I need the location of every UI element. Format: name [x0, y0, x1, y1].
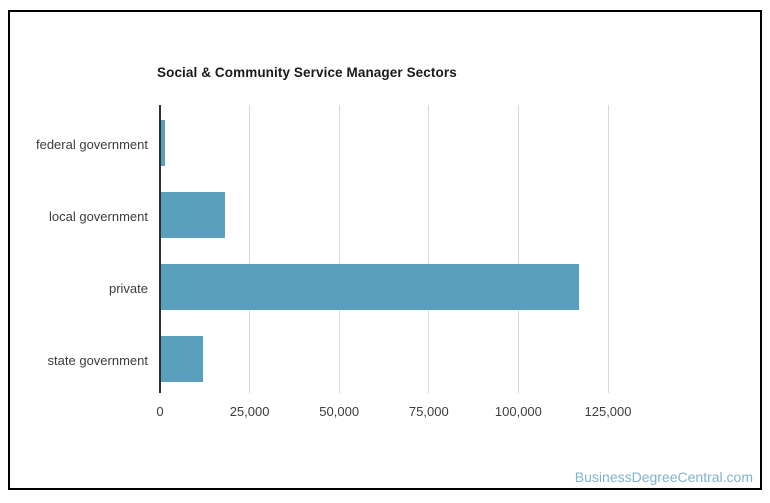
- gridline: [607, 105, 609, 393]
- category-label: federal government: [35, 137, 148, 152]
- category-label: state government: [47, 353, 148, 368]
- x-tick-label: 100,000: [494, 404, 542, 419]
- bar-federal-government: [160, 120, 166, 166]
- gridline: [428, 105, 430, 393]
- x-tick-label: 0: [156, 404, 164, 419]
- watermark: BusinessDegreeCentral.com: [574, 469, 753, 485]
- gridline: [338, 105, 340, 393]
- x-axis-labels: 0 25,000 50,000 75,000 100,000 125,000: [156, 404, 700, 424]
- x-tick-label: 25,000: [229, 404, 270, 419]
- category-label: local government: [49, 209, 148, 224]
- category-label: private: [108, 281, 148, 296]
- bar-state-government: [160, 336, 203, 382]
- y-axis-line: [159, 105, 161, 393]
- gridline: [517, 105, 519, 393]
- x-tick-label: 75,000: [408, 404, 449, 419]
- bar-private: [160, 264, 579, 310]
- chart-frame: [8, 10, 762, 490]
- plot-area: [159, 105, 700, 393]
- gridline: [249, 105, 251, 393]
- y-axis-labels: federal government local government privat…: [0, 107, 148, 395]
- x-tick-label: 50,000: [319, 404, 360, 419]
- x-tick-label: 125,000: [584, 404, 632, 419]
- chart-title: Social & Community Service Manager Secto…: [157, 65, 457, 80]
- bar-local-government: [160, 192, 225, 238]
